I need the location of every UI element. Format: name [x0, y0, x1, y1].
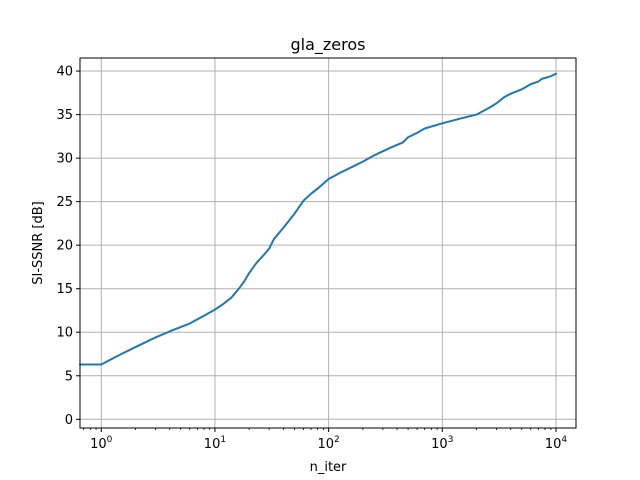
- y-tick-label: 35: [56, 108, 73, 123]
- y-tick-label: 5: [65, 369, 73, 384]
- x-tick-base: 10: [317, 437, 334, 452]
- y-tick-label: 10: [56, 326, 73, 341]
- x-tick-label: 101: [204, 435, 226, 452]
- x-tick-label: 102: [317, 435, 339, 452]
- y-tick-label: 20: [56, 239, 73, 254]
- x-axis-label: n_iter: [310, 460, 347, 475]
- x-tick-exponent: 3: [448, 435, 454, 445]
- y-tick-label: 0: [65, 413, 73, 428]
- y-tick-label: 25: [56, 195, 73, 210]
- series-group: [79, 72, 557, 366]
- chart-title: gla_zeros: [291, 35, 366, 55]
- x-tick-exponent: 2: [334, 435, 340, 445]
- y-axis-label: SI-SSNR [dB]: [31, 201, 46, 284]
- x-tick-exponent: 4: [561, 435, 567, 445]
- x-tick-label: 104: [545, 435, 568, 452]
- grid: [80, 58, 576, 428]
- x-tick-exponent: 1: [220, 435, 226, 445]
- x-tick-label: 100: [90, 435, 113, 452]
- y-tick-label: 30: [56, 152, 73, 167]
- y-tick-label: 15: [56, 282, 73, 297]
- x-tick-base: 10: [204, 437, 221, 452]
- x-tick-label: 103: [431, 435, 453, 452]
- x-tick-base: 10: [90, 437, 107, 452]
- plot-frame: [79, 57, 577, 429]
- x-tick-base: 10: [545, 437, 562, 452]
- x-tick-base: 10: [431, 437, 448, 452]
- x-tick-exponent: 0: [107, 435, 113, 445]
- series-line-0: [79, 72, 557, 366]
- y-tick-label: 40: [56, 65, 73, 80]
